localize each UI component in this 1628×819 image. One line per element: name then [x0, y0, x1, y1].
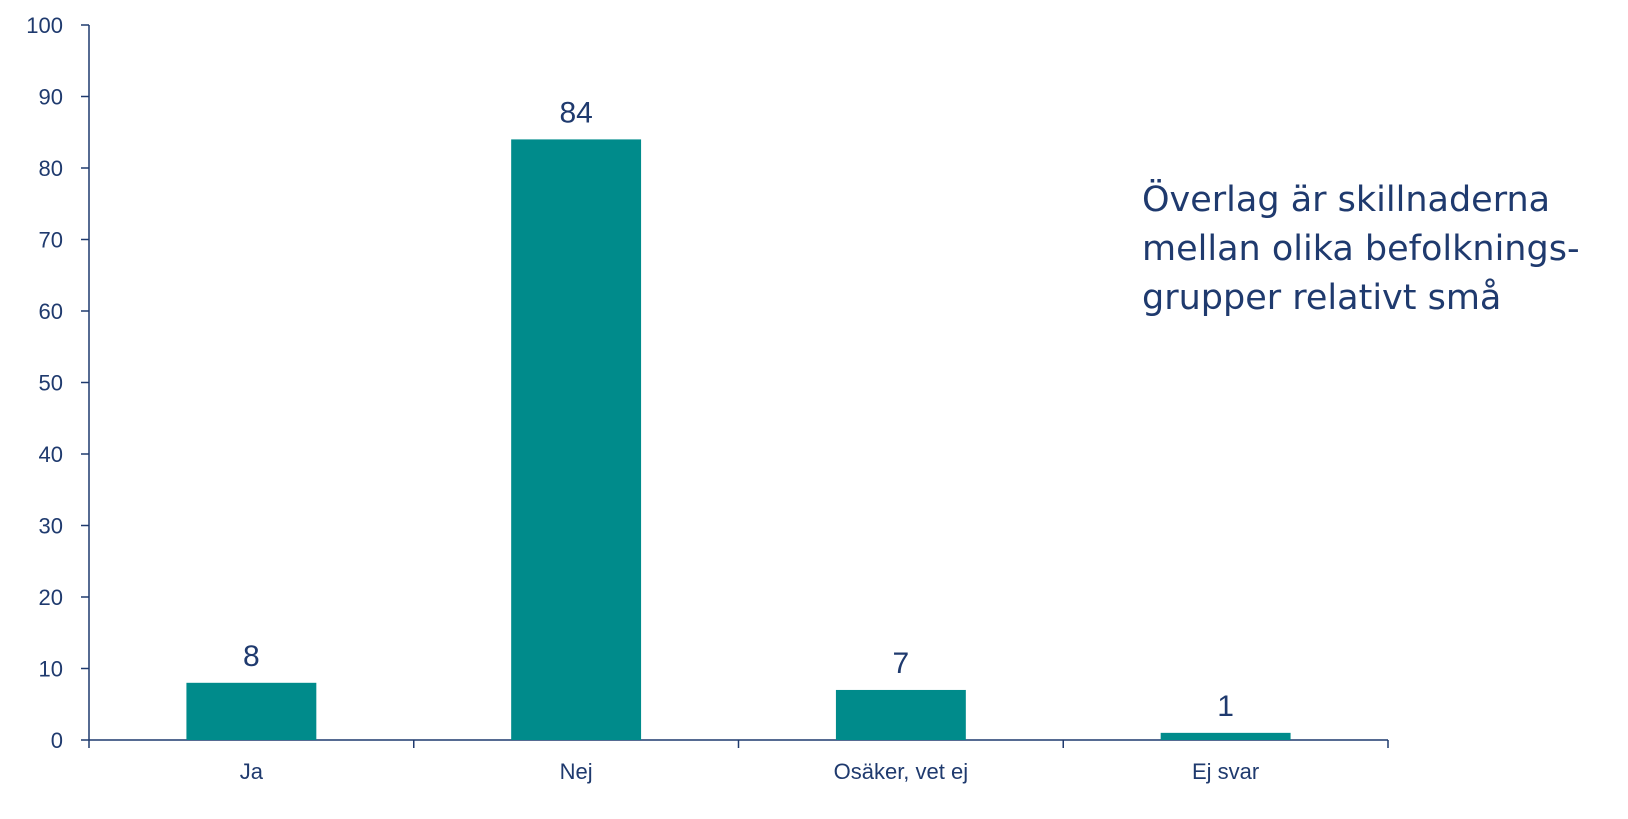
bar	[835, 689, 966, 740]
y-tick-label: 40	[39, 442, 63, 467]
y-tick-label: 60	[39, 299, 63, 324]
y-axis: 0 10 20 30 40 50 60 70 80 90 100	[26, 13, 90, 753]
y-tick-label: 20	[39, 585, 63, 610]
x-category-label: Osäker, vet ej	[834, 759, 969, 784]
y-tick-label: 80	[39, 156, 63, 181]
annotation-line-3: grupper relativt små	[1142, 278, 1502, 318]
y-tick-label: 100	[26, 13, 63, 38]
x-category-label: Ja	[240, 759, 264, 784]
y-tick-label: 50	[39, 371, 63, 396]
bar-value-label: 7	[893, 647, 910, 680]
annotation-line-2: mellan olika befolknings-	[1142, 229, 1580, 269]
bar	[511, 139, 642, 740]
bar-value-label: 1	[1217, 690, 1234, 723]
annotation-line-1: Överlag är skillnaderna	[1142, 180, 1551, 220]
bar-value-label: 8	[243, 640, 260, 673]
y-tick-label: 70	[39, 228, 63, 253]
x-category-label: Ej svar	[1192, 759, 1259, 784]
bar	[1160, 732, 1291, 740]
bars: 8 84 7 1	[186, 96, 1291, 740]
y-tick-label: 10	[39, 657, 63, 682]
x-axis: Ja Nej Osäker, vet ej Ej svar	[88, 739, 1389, 784]
y-tick-label: 90	[39, 85, 63, 110]
y-tick-label: 0	[51, 728, 63, 753]
chart-annotation: Överlag är skillnaderna mellan olika bef…	[1142, 176, 1622, 323]
y-tick-label: 30	[39, 514, 63, 539]
bar	[186, 682, 317, 740]
bar-value-label: 84	[559, 96, 592, 129]
x-category-label: Nej	[560, 759, 593, 784]
